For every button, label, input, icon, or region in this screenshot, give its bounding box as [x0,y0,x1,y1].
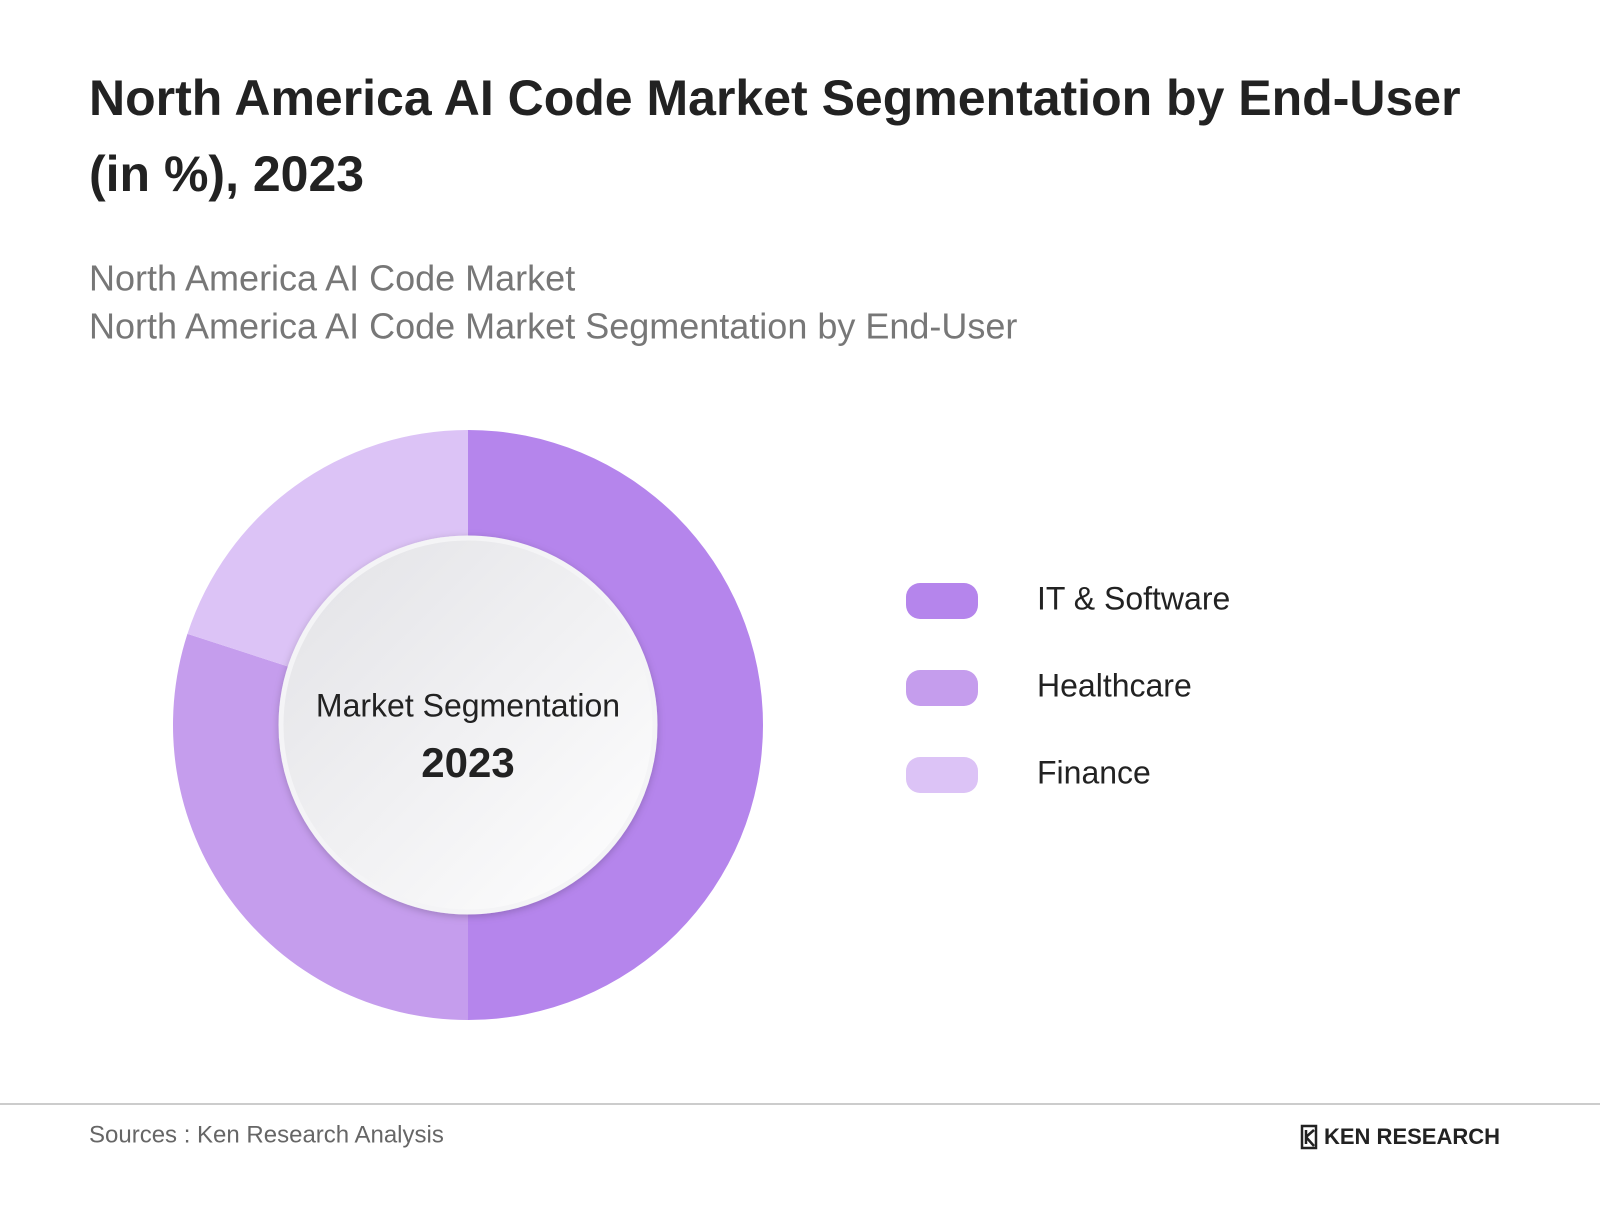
legend-swatch [906,583,978,619]
chart-title: (in %), 2023 [89,146,364,202]
legend: IT & Software Healthcare Finance [906,580,1230,793]
legend-label: IT & Software [1037,580,1230,616]
chart-title: North America AI Code Market Segmentatio… [89,70,1461,126]
legend-swatch [906,670,978,706]
legend-label: Healthcare [1037,667,1192,703]
chart-subtitle: North America AI Code Market [89,258,575,299]
legend-swatch [906,757,978,793]
source: Sources : Ken Research Analysis [89,1121,444,1148]
brand-icon [1300,1124,1318,1150]
legend-label: Finance [1037,754,1151,790]
slice [172,633,468,1020]
donut-hole [278,535,658,915]
center-year: 2023 [421,739,514,786]
slice [468,430,763,1020]
donut [172,430,763,1020]
brand: KEN RESEARCH [1324,1124,1500,1149]
center-label: Market Segmentation [316,687,620,723]
chart-subtitle: North America AI Code Market Segmentatio… [89,306,1017,347]
slice [187,430,468,670]
